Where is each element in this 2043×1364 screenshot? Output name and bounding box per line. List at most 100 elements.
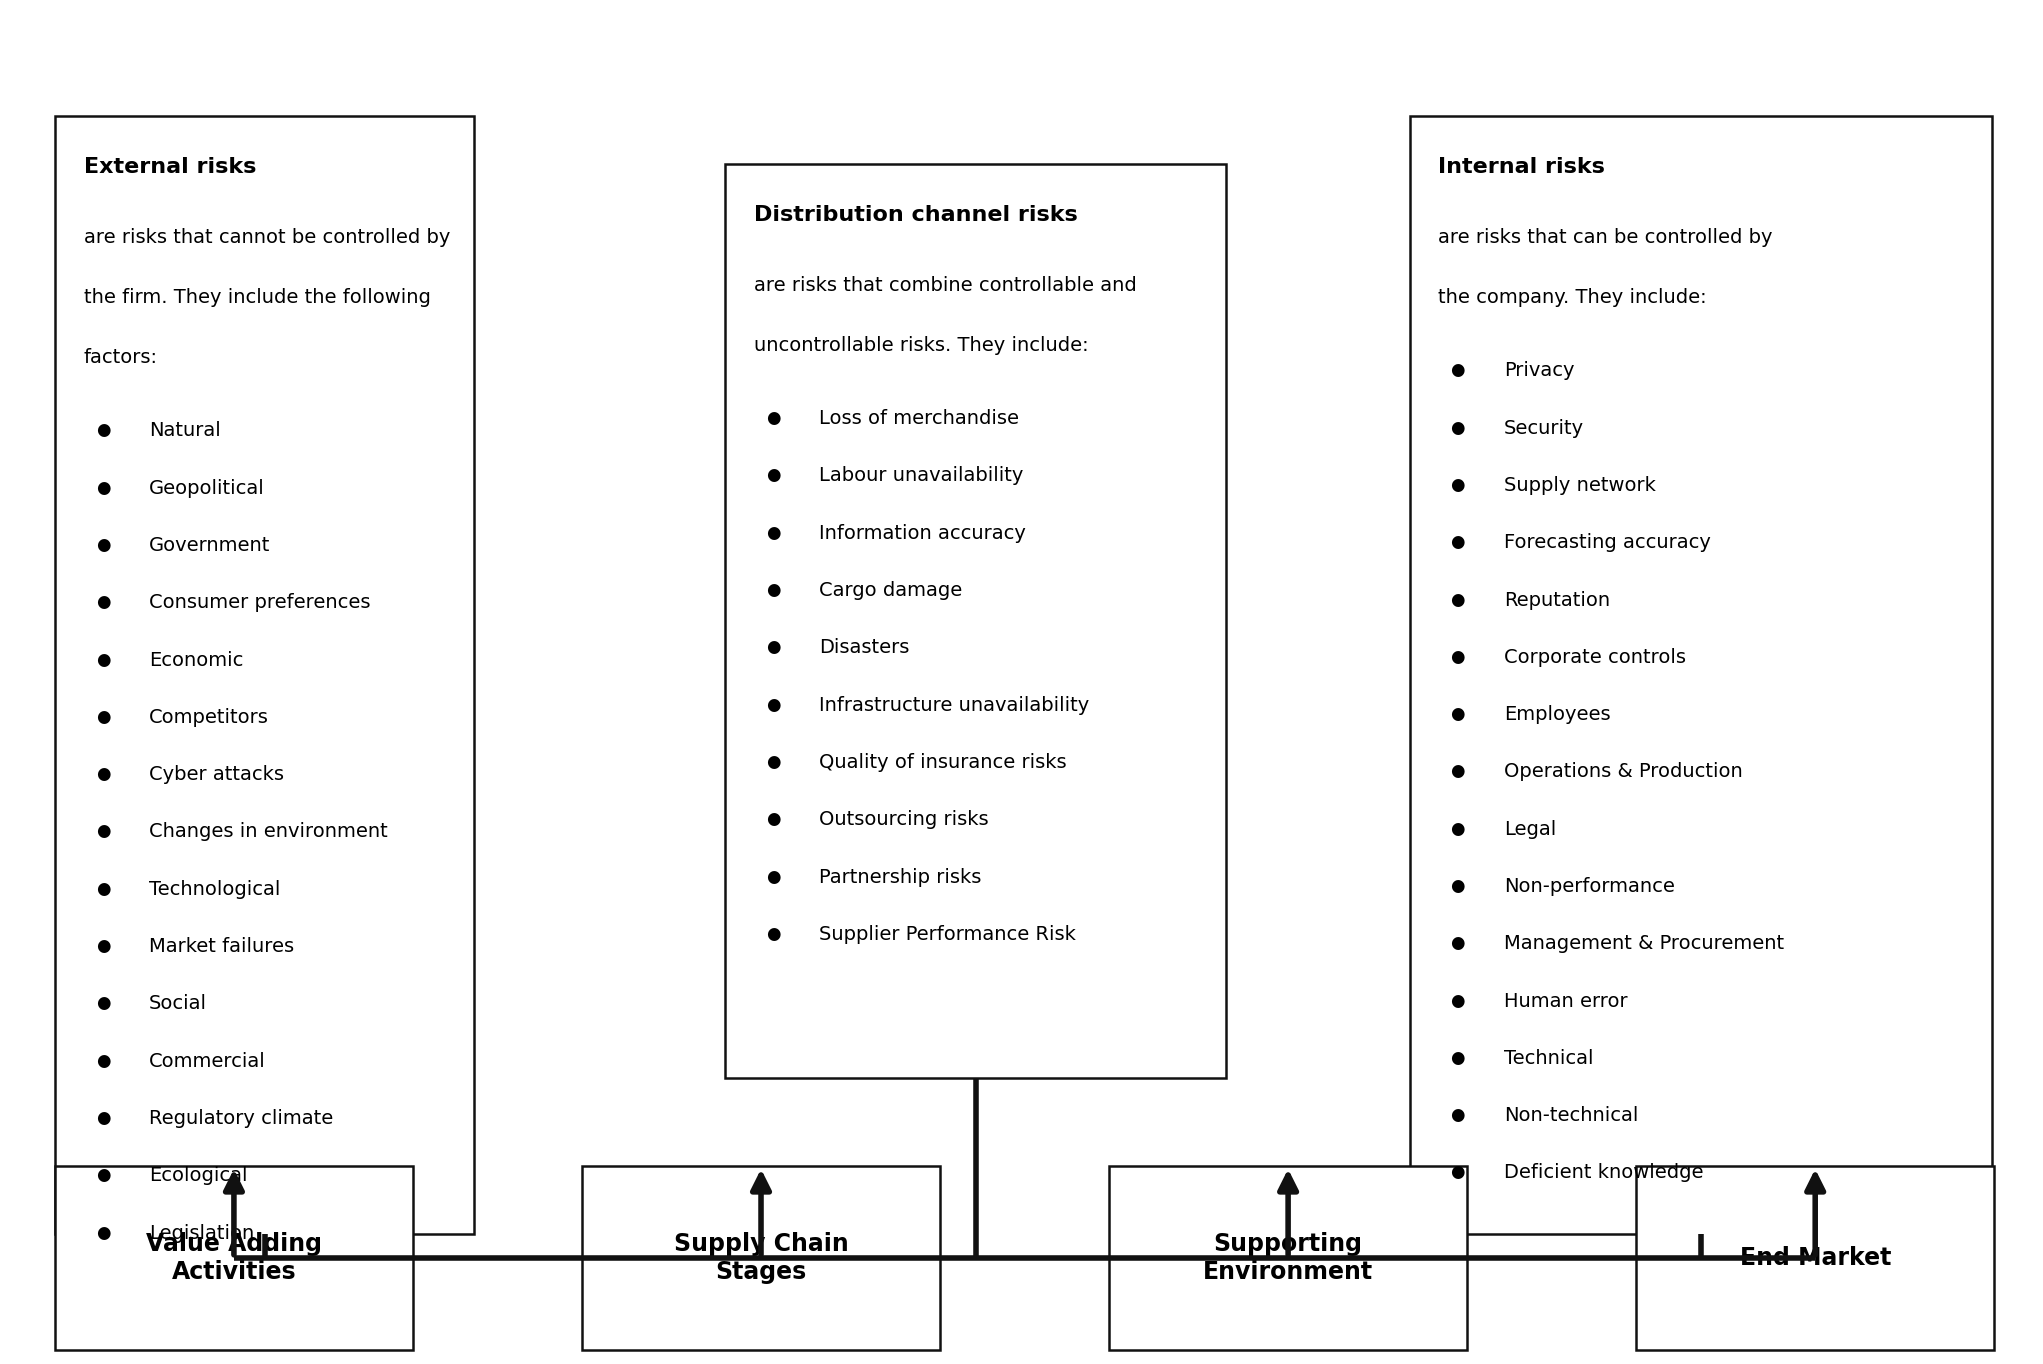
Text: ●: ● <box>96 937 110 955</box>
Text: Regulatory climate: Regulatory climate <box>149 1109 333 1128</box>
Text: ●: ● <box>96 421 110 439</box>
Text: ●: ● <box>96 593 110 611</box>
Text: Legislation: Legislation <box>149 1224 255 1243</box>
Text: Natural: Natural <box>149 421 221 441</box>
Text: ●: ● <box>1451 1106 1465 1124</box>
Text: ●: ● <box>766 581 780 599</box>
Text: Employees: Employees <box>1504 705 1610 724</box>
Text: Government: Government <box>149 536 270 555</box>
Text: Non-technical: Non-technical <box>1504 1106 1638 1125</box>
Text: ●: ● <box>96 479 110 496</box>
Text: ●: ● <box>96 994 110 1012</box>
Text: ●: ● <box>1451 476 1465 494</box>
FancyBboxPatch shape <box>582 1166 940 1350</box>
Text: Social: Social <box>149 994 206 1013</box>
Text: ●: ● <box>1451 762 1465 780</box>
Text: ●: ● <box>766 753 780 771</box>
Text: ●: ● <box>766 810 780 828</box>
Text: Economic: Economic <box>149 651 243 670</box>
Text: ●: ● <box>766 696 780 713</box>
Text: Market failures: Market failures <box>149 937 294 956</box>
Text: ●: ● <box>1451 705 1465 723</box>
Text: ●: ● <box>1451 992 1465 1009</box>
Text: Reputation: Reputation <box>1504 591 1610 610</box>
Text: ●: ● <box>96 1224 110 1241</box>
Text: are risks that cannot be controlled by: are risks that cannot be controlled by <box>84 228 449 247</box>
Text: ●: ● <box>1451 591 1465 608</box>
Text: ●: ● <box>96 708 110 726</box>
Text: Technological: Technological <box>149 880 280 899</box>
Text: External risks: External risks <box>84 157 255 177</box>
Text: Outsourcing risks: Outsourcing risks <box>819 810 989 829</box>
Text: ●: ● <box>96 1166 110 1184</box>
Text: Supply Chain
Stages: Supply Chain Stages <box>674 1233 848 1284</box>
Text: ●: ● <box>766 638 780 656</box>
Text: Partnership risks: Partnership risks <box>819 868 981 887</box>
Text: ●: ● <box>766 524 780 542</box>
Text: Technical: Technical <box>1504 1049 1594 1068</box>
Text: Value Adding
Activities: Value Adding Activities <box>145 1233 323 1284</box>
FancyBboxPatch shape <box>725 164 1226 1078</box>
Text: the firm. They include the following: the firm. They include the following <box>84 288 431 307</box>
FancyBboxPatch shape <box>1636 1166 1994 1350</box>
Text: Consumer preferences: Consumer preferences <box>149 593 370 612</box>
Text: Legal: Legal <box>1504 820 1557 839</box>
Text: End Market: End Market <box>1739 1247 1892 1270</box>
Text: ●: ● <box>766 868 780 885</box>
Text: ●: ● <box>96 651 110 668</box>
Text: Supplier Performance Risk: Supplier Performance Risk <box>819 925 1077 944</box>
Text: ●: ● <box>96 536 110 554</box>
Text: ●: ● <box>96 1109 110 1127</box>
Text: the company. They include:: the company. They include: <box>1438 288 1706 307</box>
Text: ●: ● <box>766 466 780 484</box>
Text: Loss of merchandise: Loss of merchandise <box>819 409 1019 428</box>
Text: ●: ● <box>1451 419 1465 436</box>
FancyBboxPatch shape <box>55 116 474 1234</box>
Text: Supporting
Environment: Supporting Environment <box>1203 1233 1373 1284</box>
Text: factors:: factors: <box>84 348 157 367</box>
Text: Changes in environment: Changes in environment <box>149 822 388 842</box>
Text: are risks that combine controllable and: are risks that combine controllable and <box>754 276 1136 295</box>
Text: Disasters: Disasters <box>819 638 909 657</box>
Text: Management & Procurement: Management & Procurement <box>1504 934 1784 953</box>
Text: ●: ● <box>1451 533 1465 551</box>
FancyBboxPatch shape <box>55 1166 413 1350</box>
Text: ●: ● <box>96 765 110 783</box>
Text: Corporate controls: Corporate controls <box>1504 648 1685 667</box>
Text: ●: ● <box>1451 934 1465 952</box>
Text: ●: ● <box>96 822 110 840</box>
Text: ●: ● <box>1451 877 1465 895</box>
Text: Quality of insurance risks: Quality of insurance risks <box>819 753 1066 772</box>
Text: ●: ● <box>96 880 110 898</box>
Text: Distribution channel risks: Distribution channel risks <box>754 205 1077 225</box>
Text: uncontrollable risks. They include:: uncontrollable risks. They include: <box>754 336 1089 355</box>
Text: Deficient knowledge: Deficient knowledge <box>1504 1163 1704 1183</box>
Text: ●: ● <box>766 409 780 427</box>
Text: ●: ● <box>1451 820 1465 837</box>
Text: are risks that can be controlled by: are risks that can be controlled by <box>1438 228 1773 247</box>
Text: Privacy: Privacy <box>1504 361 1575 381</box>
Text: ●: ● <box>1451 1163 1465 1181</box>
Text: Cargo damage: Cargo damage <box>819 581 962 600</box>
Text: Cyber attacks: Cyber attacks <box>149 765 284 784</box>
Text: Operations & Production: Operations & Production <box>1504 762 1743 782</box>
Text: ●: ● <box>1451 1049 1465 1067</box>
Text: Human error: Human error <box>1504 992 1628 1011</box>
Text: Security: Security <box>1504 419 1583 438</box>
Text: Commercial: Commercial <box>149 1052 266 1071</box>
Text: Internal risks: Internal risks <box>1438 157 1606 177</box>
Text: Non-performance: Non-performance <box>1504 877 1675 896</box>
Text: Ecological: Ecological <box>149 1166 247 1185</box>
Text: ●: ● <box>1451 648 1465 666</box>
Text: Infrastructure unavailability: Infrastructure unavailability <box>819 696 1089 715</box>
Text: ●: ● <box>766 925 780 943</box>
Text: Labour unavailability: Labour unavailability <box>819 466 1024 486</box>
FancyBboxPatch shape <box>1109 1166 1467 1350</box>
FancyBboxPatch shape <box>1410 116 1992 1234</box>
Text: Forecasting accuracy: Forecasting accuracy <box>1504 533 1710 552</box>
Text: ●: ● <box>96 1052 110 1069</box>
Text: Competitors: Competitors <box>149 708 270 727</box>
Text: Information accuracy: Information accuracy <box>819 524 1026 543</box>
Text: Geopolitical: Geopolitical <box>149 479 266 498</box>
Text: Supply network: Supply network <box>1504 476 1655 495</box>
